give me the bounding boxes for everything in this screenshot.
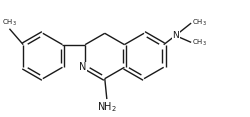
Text: N: N <box>79 62 86 72</box>
Text: CH$_3$: CH$_3$ <box>191 38 206 48</box>
Text: N: N <box>172 31 179 40</box>
Text: CH$_3$: CH$_3$ <box>191 17 206 28</box>
Text: CH$_3$: CH$_3$ <box>2 17 17 27</box>
Text: NH$_2$: NH$_2$ <box>96 100 116 114</box>
